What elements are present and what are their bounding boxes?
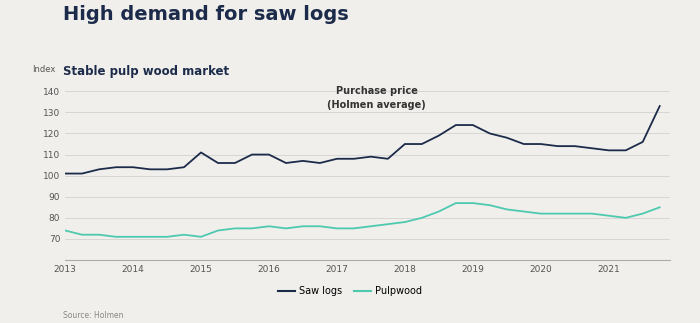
Saw logs (587, 146, 596, 150)
Pulpwood (332, 226, 341, 230)
Legend: Saw logs, Pulpwood: Saw logs, Pulpwood (274, 283, 426, 300)
Saw logs (95, 167, 104, 171)
Saw logs (197, 151, 205, 154)
Pulpwood (95, 233, 104, 237)
Text: Index: Index (32, 65, 55, 74)
Pulpwood (435, 210, 443, 214)
Saw logs (61, 172, 69, 175)
Saw logs (180, 165, 188, 169)
Saw logs (519, 142, 528, 146)
Pulpwood (282, 226, 290, 230)
Pulpwood (299, 224, 307, 228)
Pulpwood (231, 226, 239, 230)
Saw logs (452, 123, 460, 127)
Pulpwood (468, 201, 477, 205)
Text: Purchase price
(Holmen average): Purchase price (Holmen average) (327, 86, 426, 110)
Saw logs (350, 157, 358, 161)
Text: Stable pulp wood market: Stable pulp wood market (63, 65, 229, 78)
Saw logs (129, 165, 137, 169)
Pulpwood (214, 229, 222, 233)
Saw logs (468, 123, 477, 127)
Pulpwood (519, 210, 528, 214)
Pulpwood (503, 207, 511, 211)
Saw logs (282, 161, 290, 165)
Line: Pulpwood: Pulpwood (65, 203, 659, 237)
Saw logs (248, 153, 256, 157)
Pulpwood (197, 235, 205, 239)
Pulpwood (638, 212, 647, 215)
Saw logs (486, 131, 494, 135)
Pulpwood (570, 212, 579, 215)
Pulpwood (367, 224, 375, 228)
Pulpwood (400, 220, 409, 224)
Text: Source: Holmen: Source: Holmen (63, 311, 123, 320)
Saw logs (316, 161, 324, 165)
Pulpwood (316, 224, 324, 228)
Saw logs (265, 153, 273, 157)
Saw logs (384, 157, 392, 161)
Pulpwood (537, 212, 545, 215)
Saw logs (655, 104, 664, 108)
Saw logs (537, 142, 545, 146)
Saw logs (503, 136, 511, 140)
Saw logs (163, 167, 172, 171)
Line: Saw logs: Saw logs (65, 106, 659, 173)
Saw logs (112, 165, 120, 169)
Saw logs (605, 148, 613, 152)
Pulpwood (622, 216, 630, 220)
Saw logs (435, 134, 443, 138)
Saw logs (78, 172, 86, 175)
Pulpwood (655, 205, 664, 209)
Saw logs (638, 140, 647, 144)
Saw logs (214, 161, 222, 165)
Pulpwood (112, 235, 120, 239)
Pulpwood (486, 203, 494, 207)
Pulpwood (418, 216, 426, 220)
Saw logs (622, 148, 630, 152)
Saw logs (146, 167, 154, 171)
Saw logs (299, 159, 307, 163)
Pulpwood (146, 235, 154, 239)
Pulpwood (384, 222, 392, 226)
Pulpwood (180, 233, 188, 237)
Pulpwood (265, 224, 273, 228)
Pulpwood (61, 229, 69, 233)
Saw logs (418, 142, 426, 146)
Pulpwood (163, 235, 172, 239)
Text: High demand for saw logs: High demand for saw logs (63, 5, 349, 24)
Pulpwood (350, 226, 358, 230)
Pulpwood (452, 201, 460, 205)
Saw logs (231, 161, 239, 165)
Pulpwood (78, 233, 86, 237)
Pulpwood (554, 212, 562, 215)
Saw logs (400, 142, 409, 146)
Saw logs (332, 157, 341, 161)
Saw logs (554, 144, 562, 148)
Pulpwood (129, 235, 137, 239)
Pulpwood (587, 212, 596, 215)
Pulpwood (605, 214, 613, 218)
Saw logs (570, 144, 579, 148)
Saw logs (367, 155, 375, 159)
Pulpwood (248, 226, 256, 230)
